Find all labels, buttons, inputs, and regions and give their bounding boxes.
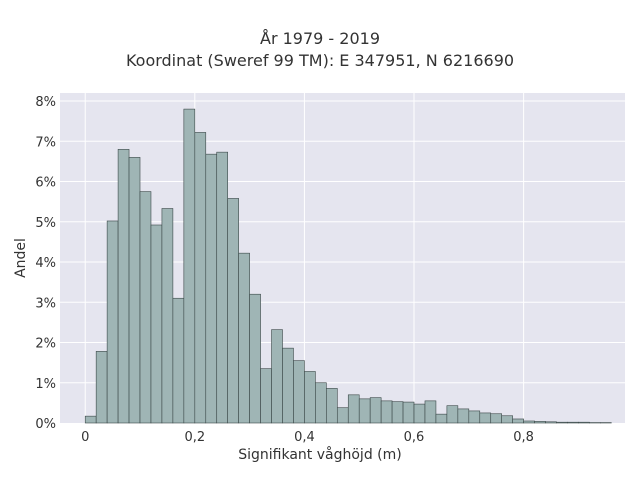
histogram-bar bbox=[402, 401, 415, 424]
chart-title: År 1979 - 2019 bbox=[260, 29, 380, 48]
x-tick-label: 0,2 bbox=[184, 430, 205, 445]
histogram-bar bbox=[358, 398, 371, 424]
histogram-bar bbox=[490, 413, 502, 424]
histogram-bar bbox=[161, 208, 174, 424]
histogram-bar bbox=[479, 412, 492, 424]
histogram-bar bbox=[84, 415, 97, 424]
tick-labels: 0 0,2 0,4 0,6 0,8 0% 1% 2% 3% 4% 5% 6% 7% 8% bbox=[35, 95, 534, 445]
histogram-bar bbox=[501, 415, 513, 424]
y-tick-label: 0% bbox=[35, 417, 56, 432]
histogram-bar bbox=[578, 421, 590, 424]
histogram-bar bbox=[556, 421, 568, 424]
y-tick-label: 7% bbox=[35, 135, 56, 150]
histogram-bar bbox=[139, 191, 152, 424]
y-tick-label: 1% bbox=[35, 377, 56, 392]
bars bbox=[84, 108, 612, 424]
histogram-bar bbox=[523, 420, 535, 424]
histogram-bar bbox=[457, 408, 470, 424]
histogram-bar bbox=[238, 252, 250, 424]
histogram-bar bbox=[304, 371, 316, 424]
histogram-bar bbox=[369, 397, 382, 424]
y-tick-label: 3% bbox=[35, 296, 56, 311]
x-tick-label: 0 bbox=[81, 430, 89, 445]
histogram-bar bbox=[194, 132, 207, 424]
histogram-bar bbox=[172, 297, 185, 424]
histogram-bar bbox=[326, 388, 338, 424]
histogram-bar bbox=[150, 224, 163, 424]
histogram-bar bbox=[183, 108, 196, 424]
histogram-bar bbox=[260, 368, 272, 424]
histogram-bar bbox=[424, 400, 437, 424]
histogram-bar bbox=[315, 382, 327, 424]
x-tick-label: 0,8 bbox=[513, 430, 534, 445]
histogram-bar bbox=[106, 220, 119, 424]
grid-lines bbox=[60, 93, 625, 423]
histogram-bar bbox=[567, 421, 579, 424]
histogram-bar bbox=[282, 347, 294, 424]
histogram-bar bbox=[468, 410, 481, 424]
y-axis-label: Andel bbox=[13, 238, 29, 278]
y-tick-label: 5% bbox=[35, 216, 56, 231]
histogram-bar bbox=[227, 198, 239, 424]
chart-subtitle: Koordinat (Sweref 99 TM): E 347951, N 62… bbox=[125, 51, 515, 70]
histogram-bar bbox=[347, 394, 360, 424]
histogram-bar bbox=[216, 151, 228, 424]
histogram-bar bbox=[545, 421, 557, 424]
histogram-bar bbox=[380, 400, 393, 424]
histogram-bar bbox=[391, 401, 404, 424]
y-tick-label: 2% bbox=[35, 337, 56, 352]
histogram-bar bbox=[534, 421, 546, 424]
histogram-bar bbox=[128, 157, 141, 424]
y-tick-label: 6% bbox=[35, 176, 56, 191]
histogram-bar bbox=[435, 413, 448, 424]
x-axis-label: Signifikant våghöjd (m) bbox=[238, 447, 402, 463]
histogram-bar bbox=[336, 407, 349, 424]
histogram-bar bbox=[413, 403, 426, 424]
x-tick-label: 0,6 bbox=[404, 430, 425, 445]
histogram-bar bbox=[446, 405, 459, 424]
histogram-bar bbox=[293, 360, 305, 424]
x-tick-label: 0,4 bbox=[294, 430, 315, 445]
histogram-bar bbox=[249, 293, 261, 424]
histogram-bar bbox=[271, 329, 283, 424]
histogram-bar bbox=[117, 149, 130, 424]
y-tick-label: 8% bbox=[35, 95, 56, 110]
histogram-bar bbox=[205, 153, 218, 424]
y-tick-label: 4% bbox=[35, 256, 56, 271]
histogram-bar bbox=[95, 351, 108, 424]
histogram-bar bbox=[512, 418, 524, 424]
